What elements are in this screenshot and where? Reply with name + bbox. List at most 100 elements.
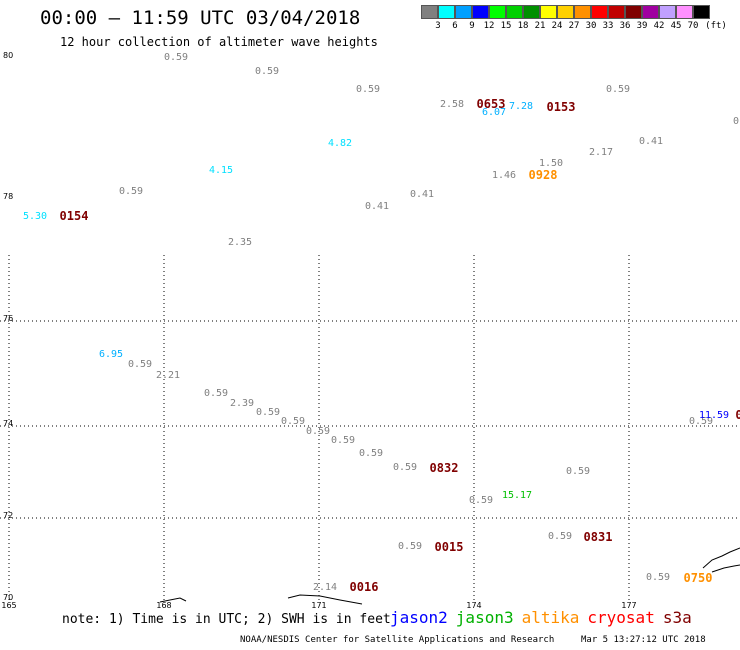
color-scale-swatch <box>693 5 710 19</box>
wave-height-value: 0.59 <box>606 84 630 95</box>
wave-height-value: 0 <box>733 116 739 127</box>
wave-height-value: 1.50 <box>539 158 563 169</box>
pass-time-label: 0154 <box>60 209 89 223</box>
map-title: 00:00 – 11:59 UTC 03/04/2018 <box>40 7 361 29</box>
color-scale-label: 27 <box>568 21 580 31</box>
pass-time-label: 0928 <box>529 168 558 182</box>
pass-time-labels: 0653 0153 0928 0154 0832 0 0015 0831 0750 0016 <box>60 97 740 594</box>
color-scale-label: 30 <box>585 21 597 31</box>
wave-height-value: 0.59 <box>128 359 152 370</box>
latitude-label: 72 <box>3 511 13 520</box>
color-scale-swatch <box>438 5 455 19</box>
color-scale-label: 45 <box>670 21 682 31</box>
color-scale-label: 18 <box>517 21 529 31</box>
wave-height-value: 0.59 <box>356 84 380 95</box>
wave-height-value: 2.58 <box>440 99 464 110</box>
wave-height-value: 2.21 <box>156 370 180 381</box>
satellite-legend-item: jason2 <box>390 608 448 627</box>
wave-height-value: 5.30 <box>23 211 47 222</box>
color-scale-unit: (ft) <box>705 21 727 31</box>
wave-height-value: 0.41 <box>639 136 663 147</box>
wave-height-value: 0.59 <box>255 66 279 77</box>
wave-height-value: 2.17 <box>589 147 613 158</box>
satellite-legend-item: jason3 <box>455 608 514 627</box>
pass-time-label: 0831 <box>584 530 613 544</box>
wave-height-value: 0.59 <box>393 462 417 473</box>
wave-height-value: 0.59 <box>646 572 670 583</box>
color-scale-label: 15 <box>500 21 512 31</box>
wave-height-value: 1.46 <box>492 170 516 181</box>
longitude-label: 174 <box>466 601 481 610</box>
wave-height-value: 0.41 <box>365 201 389 212</box>
color-scale-swatch <box>642 5 659 19</box>
satellite-legend: jason2 jason3 altika cryosat s3a <box>390 608 700 627</box>
color-scale-swatch <box>540 5 557 19</box>
color-scale-label: 3 <box>435 21 441 31</box>
wave-height-value: 0.59 <box>331 435 355 446</box>
color-scale-swatch <box>472 5 489 19</box>
color-scale-swatch <box>591 5 608 19</box>
wave-height-value: 15.17 <box>502 490 532 501</box>
credit-text: NOAA/NESDIS Center for Satellite Applica… <box>240 635 555 645</box>
color-scale-label: 36 <box>619 21 631 31</box>
color-scale-swatch <box>574 5 591 19</box>
pass-time-label: 0016 <box>350 580 379 594</box>
wave-height-value: 11.59 <box>699 410 729 421</box>
wave-height-value: 6.07 <box>482 107 506 118</box>
color-scale-label: 21 <box>534 21 546 31</box>
latitude-label: 80 <box>3 51 13 60</box>
wave-height-observations: 0.590.590.592.586.077.280.5900.412.174.8… <box>23 52 739 593</box>
wave-height-value: 0.59 <box>689 416 713 427</box>
wave-height-value: 0.59 <box>281 416 305 427</box>
satellite-legend-item: cryosat <box>587 608 655 627</box>
map-subtitle: 12 hour collection of altimeter wave hei… <box>60 35 378 49</box>
wave-height-value: 2.14 <box>313 582 337 593</box>
coastline-segment <box>702 547 740 569</box>
latitude-label: 76 <box>3 314 13 323</box>
pass-time-label: 0750 <box>684 571 713 585</box>
wave-height-value: 0.59 <box>164 52 188 63</box>
wave-height-value: 2.35 <box>228 237 252 248</box>
wave-height-value: 6.95 <box>99 349 123 360</box>
pass-time-label: 0153 <box>547 100 576 114</box>
pass-time-label: 0832 <box>430 461 459 475</box>
satellite-legend-item: altika <box>521 608 580 627</box>
coastline-segment <box>287 594 363 605</box>
wave-height-value: 0.59 <box>359 448 383 459</box>
wave-height-value: 7.28 <box>509 101 533 112</box>
wave-height-value: 0.59 <box>398 541 422 552</box>
longitude-label: 171 <box>311 601 326 610</box>
generated-timestamp: Mar 5 13:27:12 UTC 2018 <box>581 635 706 645</box>
color-scale-label: 70 <box>687 21 699 31</box>
longitude-label: 168 <box>156 601 171 610</box>
pass-time-label: 0015 <box>435 540 464 554</box>
wave-height-value: 4.15 <box>209 165 233 176</box>
wave-height-value: 0.59 <box>306 426 330 437</box>
latitude-label: 74 <box>3 419 13 428</box>
pass-time-label: 0653 <box>477 97 506 111</box>
wave-height-value: 0.59 <box>256 407 280 418</box>
coastline <box>159 547 740 605</box>
color-scale-swatch <box>489 5 506 19</box>
color-scale-swatch <box>455 5 472 19</box>
color-scale-label: 6 <box>452 21 458 31</box>
wave-height-value: 0.59 <box>204 388 228 399</box>
color-scale-swatch <box>676 5 693 19</box>
wave-height-value: 0.59 <box>469 495 493 506</box>
longitude-label: 165 <box>1 601 16 610</box>
color-scale-label: 9 <box>469 21 475 31</box>
longitude-label: 177 <box>621 601 636 610</box>
wave-height-value: 0.59 <box>119 186 143 197</box>
color-scale-swatch <box>659 5 676 19</box>
map-grid <box>0 255 740 600</box>
wave-height-value: 2.39 <box>230 398 254 409</box>
color-scale-swatch <box>625 5 642 19</box>
satellite-legend-item: s3a <box>662 608 692 627</box>
wave-height-value: 4.82 <box>328 138 352 149</box>
wave-height-value: 0.59 <box>548 531 572 542</box>
coastline-segment <box>711 564 740 573</box>
color-scale-label: 24 <box>551 21 563 31</box>
latitude-label: 70 <box>3 593 13 602</box>
